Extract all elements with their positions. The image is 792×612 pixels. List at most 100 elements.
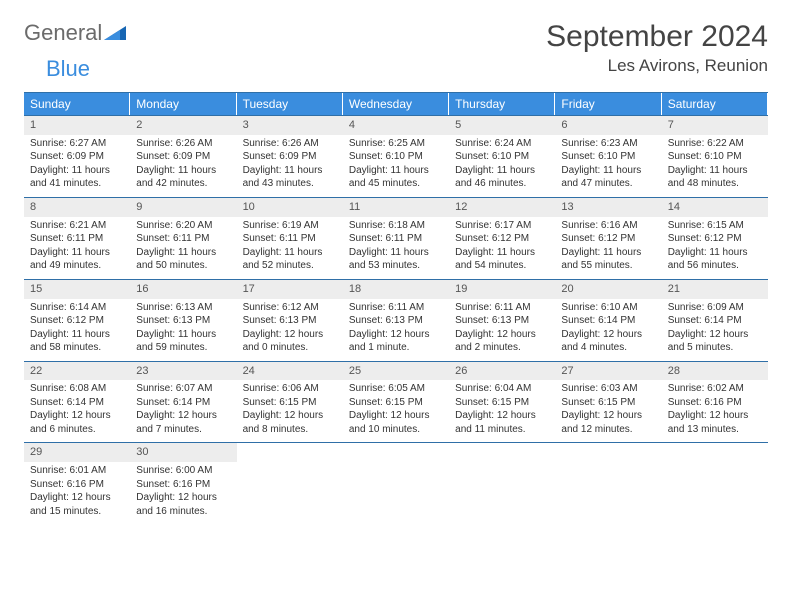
day-header: Sunday xyxy=(24,93,130,115)
day-line: Daylight: 12 hours xyxy=(30,409,124,423)
day-content: Sunrise: 6:01 AMSunset: 6:16 PMDaylight:… xyxy=(24,462,130,524)
day-line: and 45 minutes. xyxy=(349,177,443,191)
day-line: and 56 minutes. xyxy=(668,259,762,273)
day-line: Sunset: 6:13 PM xyxy=(349,314,443,328)
calendar-cell: 21Sunrise: 6:09 AMSunset: 6:14 PMDayligh… xyxy=(662,279,768,361)
day-number: 25 xyxy=(343,362,449,381)
day-line: and 50 minutes. xyxy=(136,259,230,273)
day-line: Daylight: 11 hours xyxy=(136,246,230,260)
day-line: and 53 minutes. xyxy=(349,259,443,273)
day-content: Sunrise: 6:11 AMSunset: 6:13 PMDaylight:… xyxy=(343,299,449,361)
day-line: Daylight: 12 hours xyxy=(349,409,443,423)
day-line: Daylight: 11 hours xyxy=(455,246,549,260)
day-line: Daylight: 11 hours xyxy=(243,246,337,260)
day-line: Sunset: 6:12 PM xyxy=(455,232,549,246)
day-line: and 8 minutes. xyxy=(243,423,337,437)
day-line: and 58 minutes. xyxy=(30,341,124,355)
day-line: Sunset: 6:09 PM xyxy=(243,150,337,164)
day-line: Sunset: 6:11 PM xyxy=(349,232,443,246)
day-line: Daylight: 11 hours xyxy=(136,164,230,178)
month-title: September 2024 xyxy=(546,20,768,54)
day-content: Sunrise: 6:07 AMSunset: 6:14 PMDaylight:… xyxy=(130,380,236,442)
calendar-cell: 1Sunrise: 6:27 AMSunset: 6:09 PMDaylight… xyxy=(24,115,130,197)
day-line: Sunset: 6:10 PM xyxy=(561,150,655,164)
day-line: Sunset: 6:10 PM xyxy=(455,150,549,164)
day-line: Sunrise: 6:07 AM xyxy=(136,382,230,396)
day-line: Daylight: 11 hours xyxy=(243,164,337,178)
day-line: and 48 minutes. xyxy=(668,177,762,191)
day-line: and 54 minutes. xyxy=(455,259,549,273)
calendar-cell: 29Sunrise: 6:01 AMSunset: 6:16 PMDayligh… xyxy=(24,442,130,524)
day-line: Daylight: 11 hours xyxy=(349,246,443,260)
day-line: Daylight: 11 hours xyxy=(30,246,124,260)
day-number: 7 xyxy=(662,116,768,135)
day-content: Sunrise: 6:02 AMSunset: 6:16 PMDaylight:… xyxy=(662,380,768,442)
calendar-cell: 12Sunrise: 6:17 AMSunset: 6:12 PMDayligh… xyxy=(449,197,555,279)
calendar-cell: 20Sunrise: 6:10 AMSunset: 6:14 PMDayligh… xyxy=(555,279,661,361)
logo-text-general: General xyxy=(24,20,102,46)
day-number: 14 xyxy=(662,198,768,217)
day-number: 12 xyxy=(449,198,555,217)
calendar-cell: 3Sunrise: 6:26 AMSunset: 6:09 PMDaylight… xyxy=(237,115,343,197)
day-line: Sunrise: 6:22 AM xyxy=(668,137,762,151)
day-line: and 15 minutes. xyxy=(30,505,124,519)
day-line: Sunrise: 6:27 AM xyxy=(30,137,124,151)
calendar-cell: 26Sunrise: 6:04 AMSunset: 6:15 PMDayligh… xyxy=(449,361,555,443)
day-line: Sunset: 6:14 PM xyxy=(30,396,124,410)
day-number: 28 xyxy=(662,362,768,381)
day-line: Daylight: 12 hours xyxy=(243,409,337,423)
day-line: and 55 minutes. xyxy=(561,259,655,273)
day-line: Daylight: 11 hours xyxy=(136,328,230,342)
day-line: and 7 minutes. xyxy=(136,423,230,437)
day-line: and 43 minutes. xyxy=(243,177,337,191)
day-line: and 6 minutes. xyxy=(30,423,124,437)
day-line: Sunrise: 6:17 AM xyxy=(455,219,549,233)
day-line: and 0 minutes. xyxy=(243,341,337,355)
day-line: Sunset: 6:12 PM xyxy=(30,314,124,328)
day-number: 21 xyxy=(662,280,768,299)
day-line: Daylight: 11 hours xyxy=(30,164,124,178)
day-line: and 13 minutes. xyxy=(668,423,762,437)
logo: General xyxy=(24,20,128,46)
day-number: 2 xyxy=(130,116,236,135)
day-content: Sunrise: 6:15 AMSunset: 6:12 PMDaylight:… xyxy=(662,217,768,279)
day-line: Sunrise: 6:11 AM xyxy=(455,301,549,315)
day-number: 16 xyxy=(130,280,236,299)
day-line: Sunrise: 6:20 AM xyxy=(136,219,230,233)
calendar-cell: 2Sunrise: 6:26 AMSunset: 6:09 PMDaylight… xyxy=(130,115,236,197)
day-content: Sunrise: 6:27 AMSunset: 6:09 PMDaylight:… xyxy=(24,135,130,197)
day-number: 29 xyxy=(24,443,130,462)
calendar-cell: 10Sunrise: 6:19 AMSunset: 6:11 PMDayligh… xyxy=(237,197,343,279)
calendar-cell: 5Sunrise: 6:24 AMSunset: 6:10 PMDaylight… xyxy=(449,115,555,197)
day-line: Sunset: 6:15 PM xyxy=(455,396,549,410)
calendar-cell: 17Sunrise: 6:12 AMSunset: 6:13 PMDayligh… xyxy=(237,279,343,361)
day-number: 19 xyxy=(449,280,555,299)
day-content: Sunrise: 6:14 AMSunset: 6:12 PMDaylight:… xyxy=(24,299,130,361)
calendar-cell: 6Sunrise: 6:23 AMSunset: 6:10 PMDaylight… xyxy=(555,115,661,197)
calendar-cell: 9Sunrise: 6:20 AMSunset: 6:11 PMDaylight… xyxy=(130,197,236,279)
day-content: Sunrise: 6:17 AMSunset: 6:12 PMDaylight:… xyxy=(449,217,555,279)
calendar-cell: 8Sunrise: 6:21 AMSunset: 6:11 PMDaylight… xyxy=(24,197,130,279)
calendar-cell xyxy=(662,442,768,524)
day-line: and 12 minutes. xyxy=(561,423,655,437)
day-content: Sunrise: 6:21 AMSunset: 6:11 PMDaylight:… xyxy=(24,217,130,279)
day-number: 8 xyxy=(24,198,130,217)
day-line: Sunset: 6:10 PM xyxy=(349,150,443,164)
day-line: and 47 minutes. xyxy=(561,177,655,191)
day-content: Sunrise: 6:18 AMSunset: 6:11 PMDaylight:… xyxy=(343,217,449,279)
day-line: Daylight: 11 hours xyxy=(561,246,655,260)
calendar-cell: 19Sunrise: 6:11 AMSunset: 6:13 PMDayligh… xyxy=(449,279,555,361)
day-content: Sunrise: 6:10 AMSunset: 6:14 PMDaylight:… xyxy=(555,299,661,361)
day-line: Sunset: 6:13 PM xyxy=(455,314,549,328)
day-content: Sunrise: 6:13 AMSunset: 6:13 PMDaylight:… xyxy=(130,299,236,361)
day-number: 11 xyxy=(343,198,449,217)
day-line: Sunrise: 6:05 AM xyxy=(349,382,443,396)
day-number: 20 xyxy=(555,280,661,299)
day-line: Daylight: 11 hours xyxy=(455,164,549,178)
day-content: Sunrise: 6:04 AMSunset: 6:15 PMDaylight:… xyxy=(449,380,555,442)
day-line: Sunrise: 6:12 AM xyxy=(243,301,337,315)
calendar-cell: 4Sunrise: 6:25 AMSunset: 6:10 PMDaylight… xyxy=(343,115,449,197)
day-line: Sunrise: 6:02 AM xyxy=(668,382,762,396)
day-line: Daylight: 12 hours xyxy=(561,409,655,423)
day-line: Daylight: 12 hours xyxy=(561,328,655,342)
